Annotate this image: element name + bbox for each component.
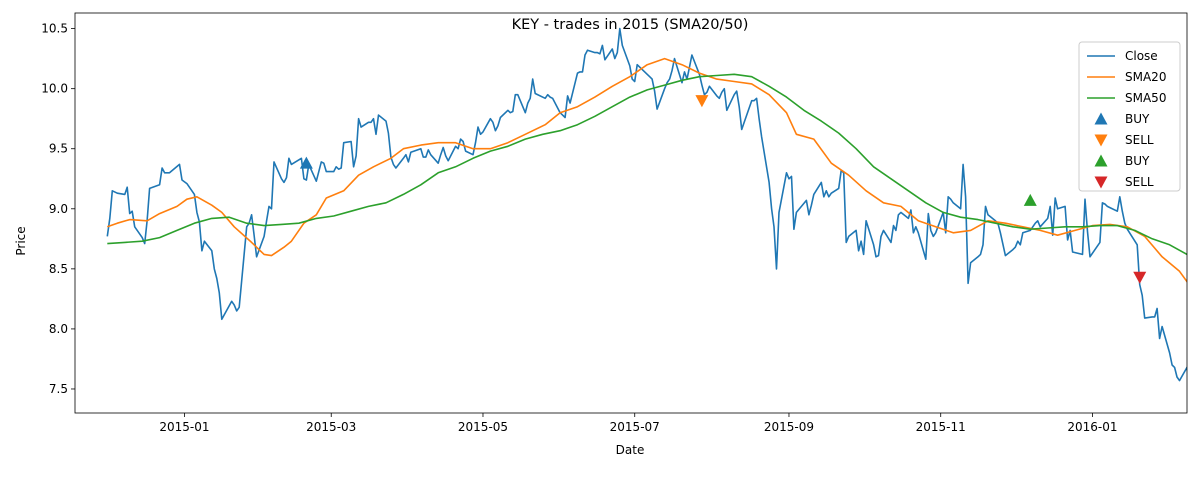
legend-label: BUY — [1125, 112, 1150, 126]
buy-marker — [1023, 193, 1037, 206]
x-tick-label: 2015-07 — [610, 420, 660, 434]
x-axis-title: Date — [616, 443, 645, 457]
plot-series — [106, 27, 1187, 382]
y-tick-label: 9.5 — [49, 142, 68, 156]
legend-label: SMA20 — [1125, 70, 1166, 84]
sell-marker — [695, 95, 709, 108]
y-axis-title: Price — [14, 226, 28, 255]
y-tick-label: 8.0 — [49, 322, 68, 336]
legend-label: Close — [1125, 49, 1158, 63]
x-tick-label: 2015-05 — [458, 420, 508, 434]
x-tick-label: 2015-09 — [764, 420, 814, 434]
x-tick-label: 2015-03 — [306, 420, 356, 434]
legend-swatch-buy — [1094, 112, 1108, 125]
y-axis: 7.5 8.0 8.5 9.0 9.5 10.0 10.5 — [41, 22, 75, 396]
y-tick-label: 10.0 — [41, 82, 68, 96]
series-line-sma20 — [107, 57, 1187, 283]
x-axis: 2015-01 2015-03 2015-05 2015-07 2015-09 2015-… — [159, 413, 1118, 434]
x-tick-label: 2016-01 — [1067, 420, 1117, 434]
series-line-sma50 — [107, 73, 1187, 256]
legend: Close SMA20 SMA50 BUY SELL BUY SELL — [1078, 41, 1181, 192]
legend-label: SELL — [1125, 133, 1154, 147]
legend-swatch-sell — [1094, 176, 1108, 189]
x-tick-label: 2015-11 — [916, 420, 966, 434]
legend-label: BUY — [1125, 154, 1150, 168]
series-line-close — [106, 27, 1187, 382]
chart-title: KEY - trades in 2015 (SMA20/50) — [512, 17, 749, 33]
y-tick-label: 9.0 — [49, 202, 68, 216]
y-tick-label: 7.5 — [49, 382, 68, 396]
legend-swatch-sell — [1094, 134, 1108, 147]
y-tick-label: 8.5 — [49, 262, 68, 276]
x-tick-label: 2015-01 — [159, 420, 209, 434]
legend-label: SMA50 — [1125, 91, 1166, 105]
sell-marker — [1133, 271, 1147, 284]
plot-markers — [299, 95, 1147, 284]
legend-label: SELL — [1125, 175, 1154, 189]
legend-box — [1078, 41, 1181, 192]
buy-marker — [299, 156, 313, 169]
plot-frame — [74, 12, 1188, 414]
legend-swatch-buy — [1094, 154, 1108, 167]
y-tick-label: 10.5 — [41, 22, 68, 36]
